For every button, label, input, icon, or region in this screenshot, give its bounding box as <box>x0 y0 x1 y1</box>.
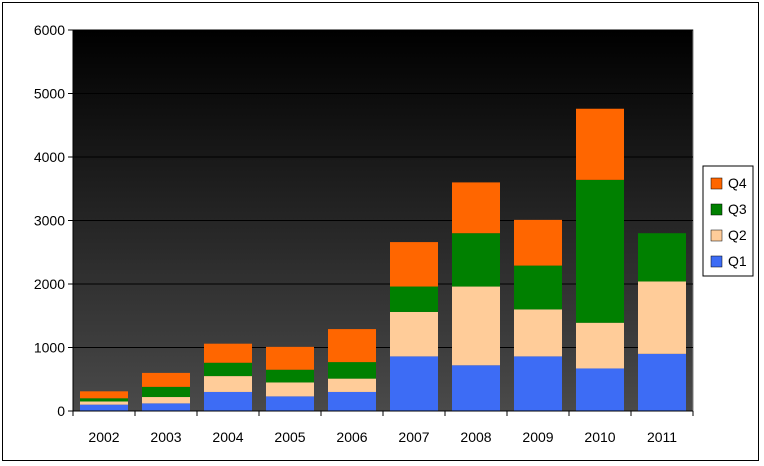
bar-q3-2004 <box>204 362 252 377</box>
y-axis: 0 1000 2000 3000 4000 5000 6000 <box>34 22 74 419</box>
bar-q1-2006 <box>328 391 376 411</box>
y-tick-label: 3000 <box>34 213 65 229</box>
bar-q2-2006 <box>328 378 376 392</box>
legend-label-q4: Q4 <box>728 175 747 191</box>
bar-q2-2002 <box>80 401 128 405</box>
bar-q1-2011 <box>638 353 686 411</box>
bar-q4-2007 <box>390 242 438 287</box>
y-tick-label: 6000 <box>34 22 65 38</box>
legend-label-q2: Q2 <box>728 227 747 243</box>
bar-q1-2004 <box>204 391 252 411</box>
bar-q2-2005 <box>266 382 314 397</box>
legend-swatch-q1 <box>710 255 723 268</box>
bar-q3-2006 <box>328 362 376 379</box>
bar-q3-2002 <box>80 398 128 402</box>
bar-q2-2011 <box>638 281 686 354</box>
bar-q1-2009 <box>514 356 562 411</box>
x-tick-label: 2011 <box>647 429 677 445</box>
y-tick-label: 5000 <box>34 86 65 102</box>
bar-q3-2010 <box>576 179 624 323</box>
bar-q3-2011 <box>638 233 686 282</box>
x-axis: 2002 2003 2004 2005 2006 2007 2008 2009 2010 2011 <box>72 410 694 445</box>
legend-label-q1: Q1 <box>728 253 747 269</box>
legend-label-q3: Q3 <box>728 201 747 217</box>
y-tick-label: 1000 <box>34 340 65 356</box>
bar-q2-2009 <box>514 309 562 357</box>
bar-q4-2006 <box>328 329 376 363</box>
bar-q3-2007 <box>390 286 438 312</box>
bars <box>80 108 686 411</box>
bar-q4-2008 <box>452 182 500 234</box>
bar-q1-2010 <box>576 368 624 411</box>
bar-q3-2005 <box>266 369 314 383</box>
bar-q4-2004 <box>204 343 252 363</box>
x-tick-label: 2004 <box>212 429 243 445</box>
x-tick-label: 2005 <box>274 429 305 445</box>
legend: Q4 Q3 Q2 Q1 <box>702 165 754 277</box>
bar-q4-2010 <box>576 108 624 180</box>
legend-swatch-q4 <box>710 177 723 190</box>
bar-q3-2008 <box>452 233 500 287</box>
bar-q1-2005 <box>266 396 314 411</box>
bar-q3-2003 <box>142 386 190 398</box>
legend-swatch-q2 <box>710 229 723 242</box>
x-tick-label: 2006 <box>336 429 367 445</box>
y-tick-label: 2000 <box>34 276 65 292</box>
bar-q2-2003 <box>142 397 190 404</box>
bar-q1-2003 <box>142 403 190 411</box>
bar-q4-2002 <box>80 391 128 399</box>
bar-q4-2003 <box>142 372 190 387</box>
x-tick-label: 2010 <box>584 429 615 445</box>
bar-q2-2008 <box>452 286 500 366</box>
x-tick-label: 2009 <box>522 429 553 445</box>
legend-swatch-q3 <box>710 203 723 216</box>
bar-q2-2007 <box>390 311 438 357</box>
bar-q2-2004 <box>204 376 252 392</box>
bar-q4-2005 <box>266 346 314 370</box>
bar-q1-2007 <box>390 356 438 411</box>
x-tick-label: 2008 <box>460 429 491 445</box>
bar-q1-2008 <box>452 365 500 411</box>
bar-q3-2009 <box>514 265 562 310</box>
x-tick-label: 2007 <box>398 429 429 445</box>
bar-q1-2002 <box>80 404 128 411</box>
x-tick-label: 2002 <box>88 429 119 445</box>
bar-q4-2009 <box>514 219 562 266</box>
y-tick-label: 0 <box>57 403 65 419</box>
bar-q2-2010 <box>576 322 624 369</box>
x-tick-label: 2003 <box>150 429 181 445</box>
y-tick-label: 4000 <box>34 149 65 165</box>
